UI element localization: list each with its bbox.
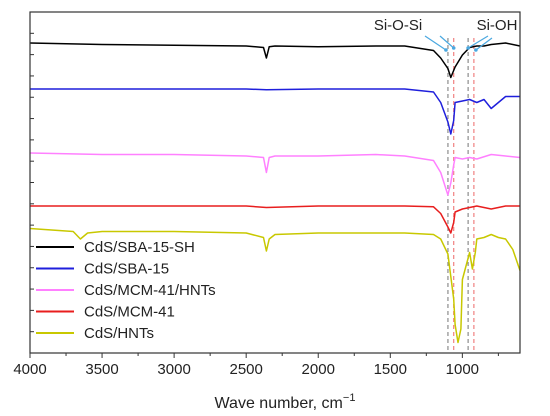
annotations: Si-O-Si Si-OH [374,17,518,52]
x-tick-label: 2500 [229,361,262,378]
annotation-arrow [424,35,447,51]
legend-label: CdS/SBA-15 [84,261,169,278]
x-tick-label: 3500 [85,361,118,378]
arrow-head [451,46,456,50]
arrow-head [474,48,478,52]
x-tick-label: 2000 [302,361,335,378]
arrow-head [466,46,470,50]
x-tick-label: 4000 [13,361,46,378]
x-tick-label: 1500 [374,361,407,378]
legend-label: CdS/HNTs [84,325,154,342]
plot-frame [29,11,521,354]
annotation-si-oh: Si-OH [477,17,518,34]
axes: 4000 3500 3000 2500 2000 1500 1000 Wave number,… [13,11,521,412]
x-tick-label: 3000 [157,361,190,378]
x-axis-title: Wave number, cm−1 [215,392,356,412]
legend-label: CdS/SBA-15-SH [84,239,195,256]
x-tick-label: 1000 [446,361,479,378]
legend: CdS/SBA-15-SH CdS/SBA-15 CdS/MCM-41/HNTs Cd… [36,239,216,342]
series-line-2 [30,88,520,135]
series-line-1 [29,42,521,79]
annotation-arrow [467,35,489,49]
annotation-arrow [439,35,455,49]
annotation-arrow [475,37,493,51]
annotation-si-o-si: Si-O-Si [374,17,422,34]
legend-label: CdS/MCM-41/HNTs [84,282,216,299]
series-line-4 [30,205,520,234]
series-lines [29,42,521,344]
series-line-5 [29,227,521,344]
legend-label: CdS/MCM-41 [84,304,175,321]
series-line-3 [29,152,521,196]
arrow-head [444,48,448,52]
